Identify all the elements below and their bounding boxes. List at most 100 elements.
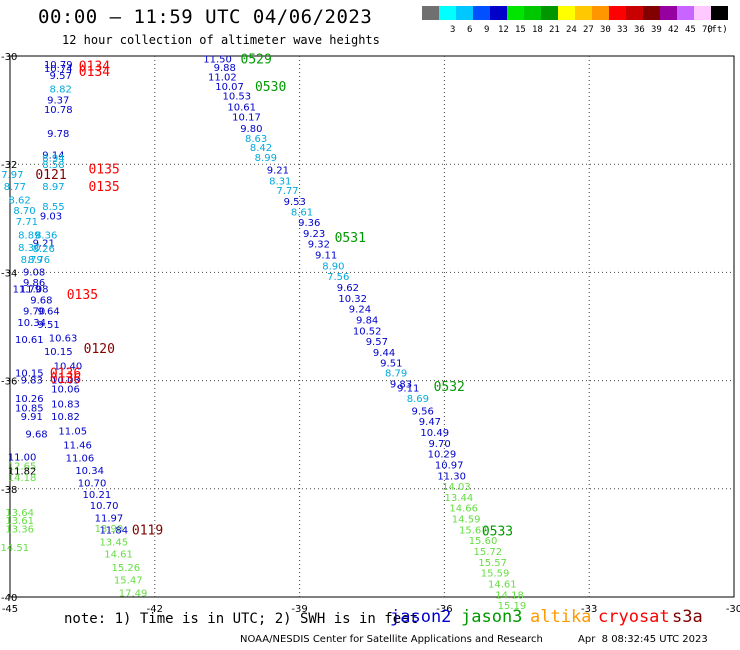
wave-height-point: 9.11	[315, 251, 337, 262]
wave-height-point: 14.59	[452, 515, 481, 526]
wave-height-point: 10.03	[51, 376, 80, 387]
wave-height-point: 10.29	[428, 450, 457, 461]
scale-swatch	[643, 6, 660, 20]
pass-time-label: 0529	[241, 53, 272, 68]
wave-height-point: 11.06	[66, 453, 95, 464]
wave-height-point: 10.70	[78, 478, 107, 489]
chart-title: 00:00 — 11:59 UTC 04/06/2023	[38, 6, 373, 28]
scale-swatch	[439, 6, 456, 20]
wave-height-point: 15.59	[481, 569, 510, 580]
scale-swatch	[507, 6, 524, 20]
wave-height-point: 10.49	[420, 428, 449, 439]
pass-time-label: 0121	[35, 168, 66, 183]
wave-height-point: 8.61	[291, 207, 313, 218]
wave-height-point: 9.57	[366, 337, 388, 348]
wave-height-point: 9.84	[356, 315, 378, 326]
x-tick-label: -36	[436, 604, 452, 615]
wave-height-point: 10.07	[215, 82, 244, 93]
scale-label: 30	[600, 25, 611, 35]
timestamp: Apr 8 08:32:45 UTC 2023	[578, 634, 708, 645]
wave-height-point: 11.46	[63, 440, 92, 451]
wave-height-point: 15.60	[469, 536, 498, 547]
y-tick-label: -40	[1, 593, 17, 604]
pass-time-label: 0136	[50, 372, 81, 387]
wave-height-point: 8.26	[33, 244, 55, 255]
wave-height-point: 9.70	[428, 439, 450, 450]
wave-height-point: 13.36	[5, 524, 34, 535]
wave-height-point: 10.63	[49, 333, 78, 344]
wave-height-point: 10.74	[44, 64, 73, 75]
scale-label: 36	[634, 25, 645, 35]
wave-height-point: 15.67	[459, 525, 488, 536]
wave-height-point: 9.83	[21, 376, 43, 387]
wave-height-point: 9.78	[47, 129, 69, 140]
wave-height-point: 11.79	[13, 285, 42, 296]
scale-swatch	[626, 6, 643, 20]
wave-height-point: 8.79	[385, 368, 407, 379]
wave-height-point: 11.02	[208, 73, 237, 84]
pass-time-label: 0119	[132, 523, 163, 538]
scale-swatch	[694, 6, 711, 20]
wave-height-point: 14.51	[1, 543, 30, 554]
wave-height-point: 10.61	[227, 102, 256, 113]
wave-height-point: 8.58	[42, 160, 64, 171]
wave-height-point: 14.61	[104, 550, 133, 561]
wave-height-point: 10.79	[44, 60, 73, 71]
wave-height-point: 14.03	[442, 482, 471, 493]
scale-label: 12	[498, 25, 509, 35]
wave-height-point: 8.42	[250, 143, 272, 154]
scale-unit-label: (ft)	[706, 25, 728, 35]
satellite-altika: altika	[530, 607, 592, 627]
wave-height-point: 7.56	[327, 272, 349, 283]
scale-swatch	[711, 6, 728, 20]
wave-height-point: 9.56	[412, 406, 434, 417]
y-tick-label: -32	[1, 160, 17, 171]
wave-height-point: 8.99	[255, 153, 277, 164]
wave-height-point: 9.62	[337, 283, 359, 294]
satellite-jason2: jason2	[390, 607, 452, 627]
wave-height-point: 9.23	[303, 229, 325, 240]
pass-time-label: 0136	[50, 366, 81, 381]
wave-height-point: 9.32	[308, 240, 330, 251]
x-tick-label: -42	[147, 604, 163, 615]
wave-height-point: 10.17	[232, 113, 261, 124]
wave-height-point: 14.66	[449, 504, 478, 515]
pass-time-label: 0533	[482, 524, 513, 539]
wave-height-point: 8.77	[4, 182, 26, 193]
x-tick-label: -33	[581, 604, 597, 615]
wave-height-point: 8.70	[13, 206, 35, 217]
wave-height-point: 11.05	[58, 426, 87, 437]
scale-label: 42	[668, 25, 679, 35]
wave-height-point: 14.18	[8, 473, 37, 484]
wave-height-point: 8.30	[18, 243, 40, 254]
wave-height-point: 9.21	[33, 239, 55, 250]
y-tick-label: -36	[1, 377, 17, 388]
wave-height-point: 9.44	[373, 348, 395, 359]
wave-height-point: 8.82	[50, 84, 72, 95]
wave-height-point: 10.34	[17, 318, 46, 329]
wave-height-point: 10.34	[75, 466, 104, 477]
pass-time-label: 0531	[335, 231, 366, 246]
wave-height-point: 8.69	[407, 394, 429, 405]
y-tick-label: -34	[1, 268, 17, 279]
pass-time-label: 0532	[434, 380, 465, 395]
wave-height-point: 8.62	[9, 195, 31, 206]
wave-height-point: 10.53	[223, 91, 252, 102]
wave-height-point: 9.37	[47, 95, 69, 106]
scale-label: 39	[651, 25, 662, 35]
wave-height-point: 13.90	[95, 524, 124, 535]
wave-height-point: 9.11	[397, 384, 419, 395]
wave-height-point: 8.89	[18, 231, 40, 242]
wave-height-point: 9.21	[267, 166, 289, 177]
wave-height-point: 9.64	[37, 306, 59, 317]
wave-height-point: 9.24	[349, 305, 371, 316]
wave-height-point: 8.94	[42, 154, 64, 165]
wave-height-point: 8.31	[269, 176, 291, 187]
wave-height-point: 17.49	[119, 589, 148, 600]
wave-height-point: 9.03	[40, 212, 62, 223]
wave-height-point: 9.86	[23, 278, 45, 289]
wave-height-point: 13.61	[5, 516, 34, 527]
wave-height-point: 11.00	[8, 452, 37, 463]
scale-label: 24	[566, 25, 577, 35]
wave-height-point: 8.63	[245, 134, 267, 145]
